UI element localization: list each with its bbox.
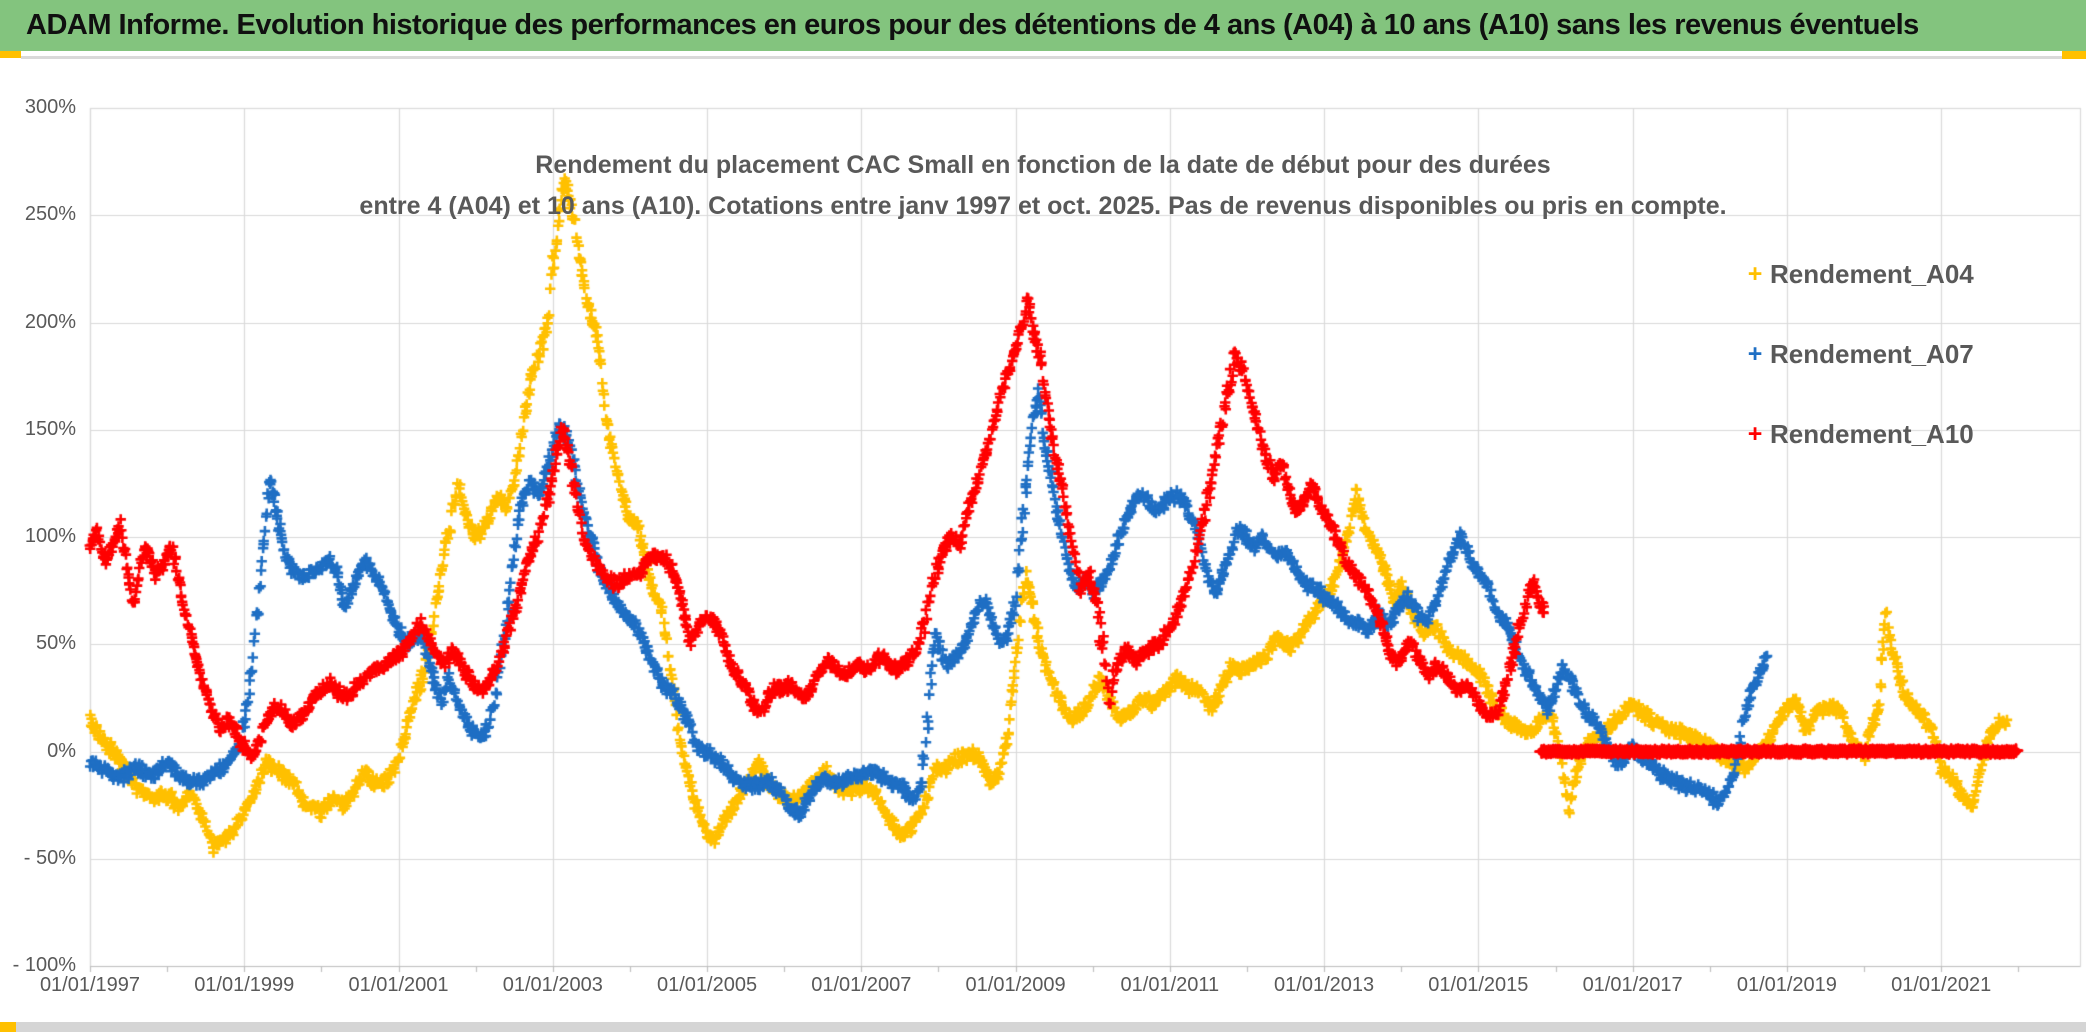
legend-label: Rendement_A07 (1770, 338, 1974, 369)
x-tick-label: 01/01/2019 (1736, 974, 1837, 996)
plus-marker-icon: + (1747, 420, 1763, 448)
yellow-cell-accent-top-left[interactable] (0, 51, 21, 58)
x-tick-label: 01/01/2017 (1582, 974, 1683, 996)
chart-legend: + Rendement_A04 + Rendement_A07 + Rendement_A… (1740, 257, 2070, 497)
y-tick-label: 100% (24, 525, 76, 547)
legend-item-rendement_a07: + Rendement_A07 (1740, 337, 2070, 371)
y-tick-label: 150% (24, 417, 76, 440)
y-tick-label: - 100% (12, 954, 76, 976)
y-tick-label: 300% (24, 96, 76, 118)
chart-plot-canvas (0, 59, 2086, 1032)
y-tick-label: - 50% (23, 846, 76, 869)
page-title: ADAM Informe. Evolution historique des p… (26, 9, 1919, 41)
spreadsheet-row-strip[interactable] (16, 1022, 2086, 1032)
legend-item-rendement_a04: + Rendement_A04 (1740, 257, 2070, 291)
legend-label: Rendement_A10 (1770, 418, 1974, 449)
y-tick-label: 50% (35, 632, 76, 655)
x-tick-label: 01/01/2021 (1891, 974, 1992, 996)
x-tick-label: 01/01/2015 (1428, 974, 1529, 996)
x-tick-label: 01/01/2013 (1274, 974, 1375, 996)
x-tick-label: 01/01/1997 (39, 974, 141, 996)
title-cell[interactable]: ADAM Informe. Evolution historique des p… (0, 0, 2086, 51)
y-tick-label: 0% (47, 739, 76, 762)
x-tick-label: 01/01/2009 (965, 974, 1066, 996)
y-tick-label: 250% (24, 203, 76, 226)
x-tick-label: 01/01/2005 (656, 974, 758, 996)
x-tick-label: 01/01/2001 (348, 974, 449, 996)
plus-marker-icon: + (1747, 260, 1763, 288)
plus-marker-icon: + (1747, 340, 1763, 368)
x-tick-label: 01/01/2007 (811, 974, 912, 996)
legend-item-rendement_a10: + Rendement_A10 (1740, 417, 2070, 451)
x-tick-label: 01/01/2011 (1120, 974, 1220, 996)
x-tick-label: 01/01/1999 (194, 974, 295, 996)
x-tick-label: 01/01/2003 (502, 974, 603, 996)
chart-object[interactable]: Rendement du placement CAC Small en fonc… (0, 59, 2086, 1032)
y-tick-label: 200% (24, 310, 76, 333)
yellow-cell-accent-bottom-left[interactable] (0, 1022, 16, 1032)
divider (21, 56, 2062, 59)
legend-label: Rendement_A04 (1770, 258, 1974, 289)
